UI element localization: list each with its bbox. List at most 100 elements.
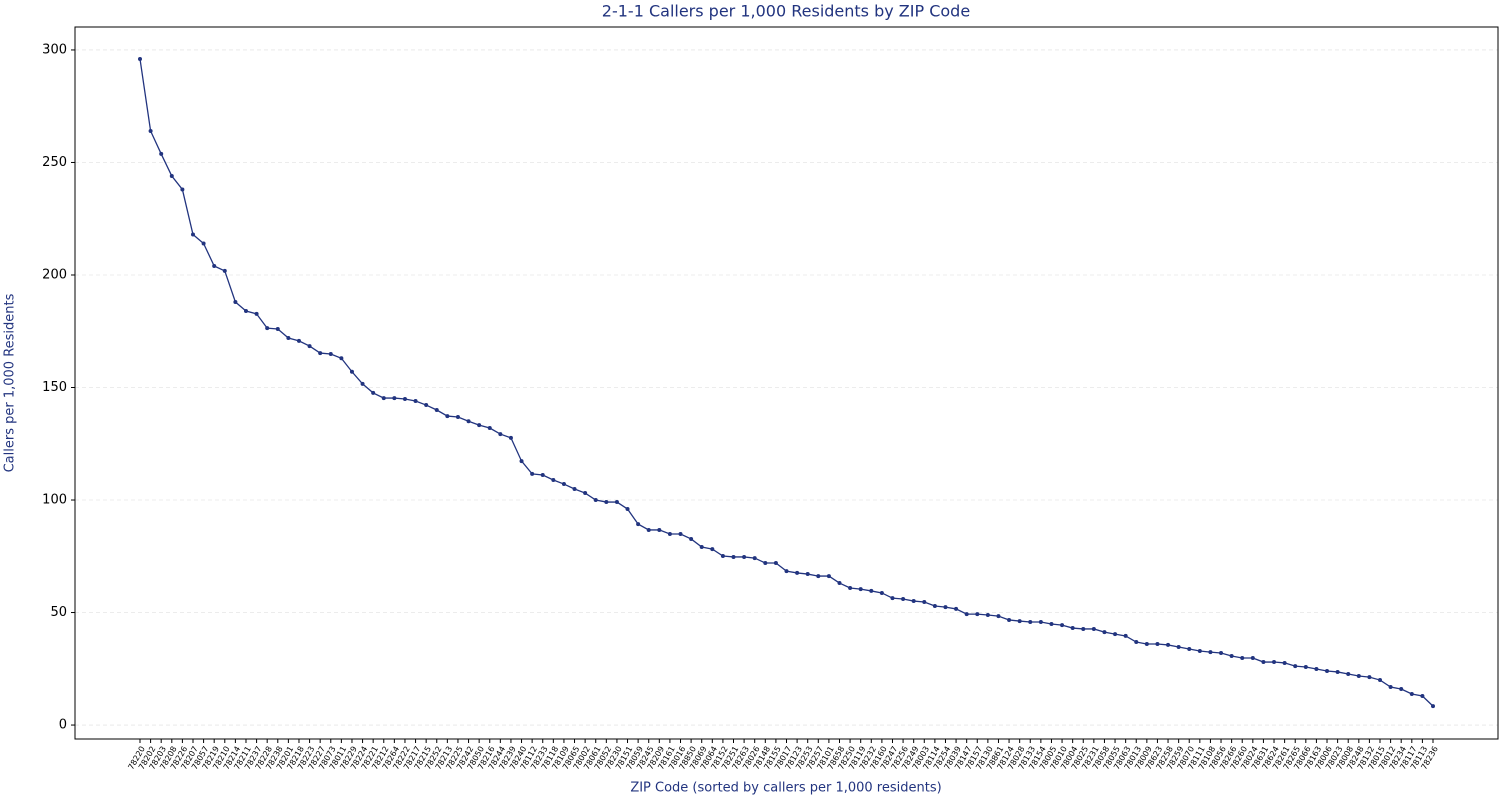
point bbox=[254, 311, 259, 316]
point bbox=[901, 597, 906, 602]
point bbox=[742, 554, 747, 559]
point bbox=[265, 326, 270, 331]
point bbox=[731, 554, 736, 559]
point bbox=[1081, 626, 1086, 631]
point bbox=[1038, 619, 1043, 624]
point bbox=[954, 606, 959, 611]
point bbox=[1197, 649, 1202, 654]
point bbox=[646, 527, 651, 532]
point bbox=[1335, 669, 1340, 674]
point bbox=[614, 500, 619, 505]
point bbox=[561, 482, 566, 487]
point bbox=[402, 396, 407, 401]
point bbox=[190, 232, 195, 237]
point bbox=[593, 498, 598, 503]
point bbox=[519, 459, 524, 464]
point bbox=[1070, 626, 1075, 631]
point bbox=[604, 500, 609, 505]
point bbox=[816, 574, 821, 579]
point bbox=[508, 435, 513, 440]
point bbox=[890, 596, 895, 601]
point bbox=[212, 263, 217, 268]
point bbox=[1028, 619, 1033, 624]
point bbox=[1272, 660, 1277, 665]
point bbox=[1399, 687, 1404, 692]
y-tick-label: 150 bbox=[42, 380, 67, 395]
point bbox=[710, 547, 715, 552]
point bbox=[858, 587, 863, 592]
point bbox=[1187, 646, 1192, 651]
point bbox=[445, 414, 450, 419]
point bbox=[138, 56, 142, 61]
point bbox=[1431, 704, 1435, 709]
point bbox=[540, 473, 545, 478]
point bbox=[1367, 675, 1372, 680]
point bbox=[466, 419, 471, 424]
y-tick-label: 250 bbox=[42, 155, 67, 170]
point bbox=[678, 531, 683, 536]
point bbox=[996, 614, 1001, 619]
point bbox=[911, 599, 916, 604]
point bbox=[286, 335, 291, 340]
point bbox=[1102, 630, 1107, 635]
point bbox=[826, 574, 831, 579]
point bbox=[243, 308, 248, 313]
point bbox=[392, 396, 397, 401]
point bbox=[1378, 678, 1383, 683]
point bbox=[583, 491, 588, 496]
point bbox=[879, 590, 884, 595]
y-axis-label: Callers per 1,000 Residents bbox=[3, 293, 18, 472]
point bbox=[699, 545, 704, 550]
point bbox=[201, 241, 206, 246]
point bbox=[975, 612, 980, 617]
chart-title: 2-1-1 Callers per 1,000 Residents by ZIP… bbox=[602, 2, 970, 21]
point bbox=[1208, 650, 1213, 655]
point bbox=[339, 356, 344, 361]
point bbox=[1293, 664, 1298, 669]
point bbox=[349, 369, 354, 374]
point bbox=[551, 477, 556, 482]
point bbox=[296, 338, 301, 343]
point bbox=[498, 432, 503, 437]
point bbox=[413, 399, 418, 404]
point bbox=[424, 403, 429, 408]
point bbox=[869, 588, 874, 593]
point bbox=[1091, 626, 1096, 631]
point bbox=[922, 599, 927, 604]
y-tick-label: 100 bbox=[42, 493, 67, 508]
point bbox=[1356, 673, 1361, 678]
point bbox=[477, 423, 482, 428]
point bbox=[943, 605, 948, 610]
point bbox=[1144, 642, 1149, 647]
point bbox=[1229, 653, 1234, 658]
point bbox=[1166, 642, 1171, 647]
point bbox=[689, 536, 694, 541]
point bbox=[784, 569, 789, 574]
point bbox=[795, 570, 800, 575]
x-axis-label: ZIP Code (sorted by callers per 1,000 re… bbox=[630, 781, 941, 796]
point bbox=[159, 151, 164, 156]
point bbox=[530, 471, 535, 476]
point bbox=[1123, 633, 1128, 638]
point bbox=[752, 556, 757, 561]
point bbox=[572, 486, 577, 491]
point bbox=[1049, 622, 1054, 627]
point bbox=[434, 408, 439, 413]
point bbox=[1303, 664, 1308, 669]
point bbox=[148, 128, 153, 133]
point bbox=[233, 299, 238, 304]
point bbox=[848, 586, 853, 591]
point bbox=[773, 561, 778, 566]
y-tick-label: 0 bbox=[59, 718, 67, 733]
point bbox=[657, 527, 662, 532]
point bbox=[275, 326, 280, 331]
point bbox=[1346, 671, 1351, 676]
point bbox=[1113, 632, 1118, 637]
point bbox=[1250, 655, 1255, 660]
y-tick-label: 50 bbox=[50, 605, 67, 620]
point bbox=[318, 351, 323, 356]
point bbox=[1240, 655, 1245, 660]
point bbox=[1017, 619, 1022, 624]
point bbox=[455, 414, 460, 419]
